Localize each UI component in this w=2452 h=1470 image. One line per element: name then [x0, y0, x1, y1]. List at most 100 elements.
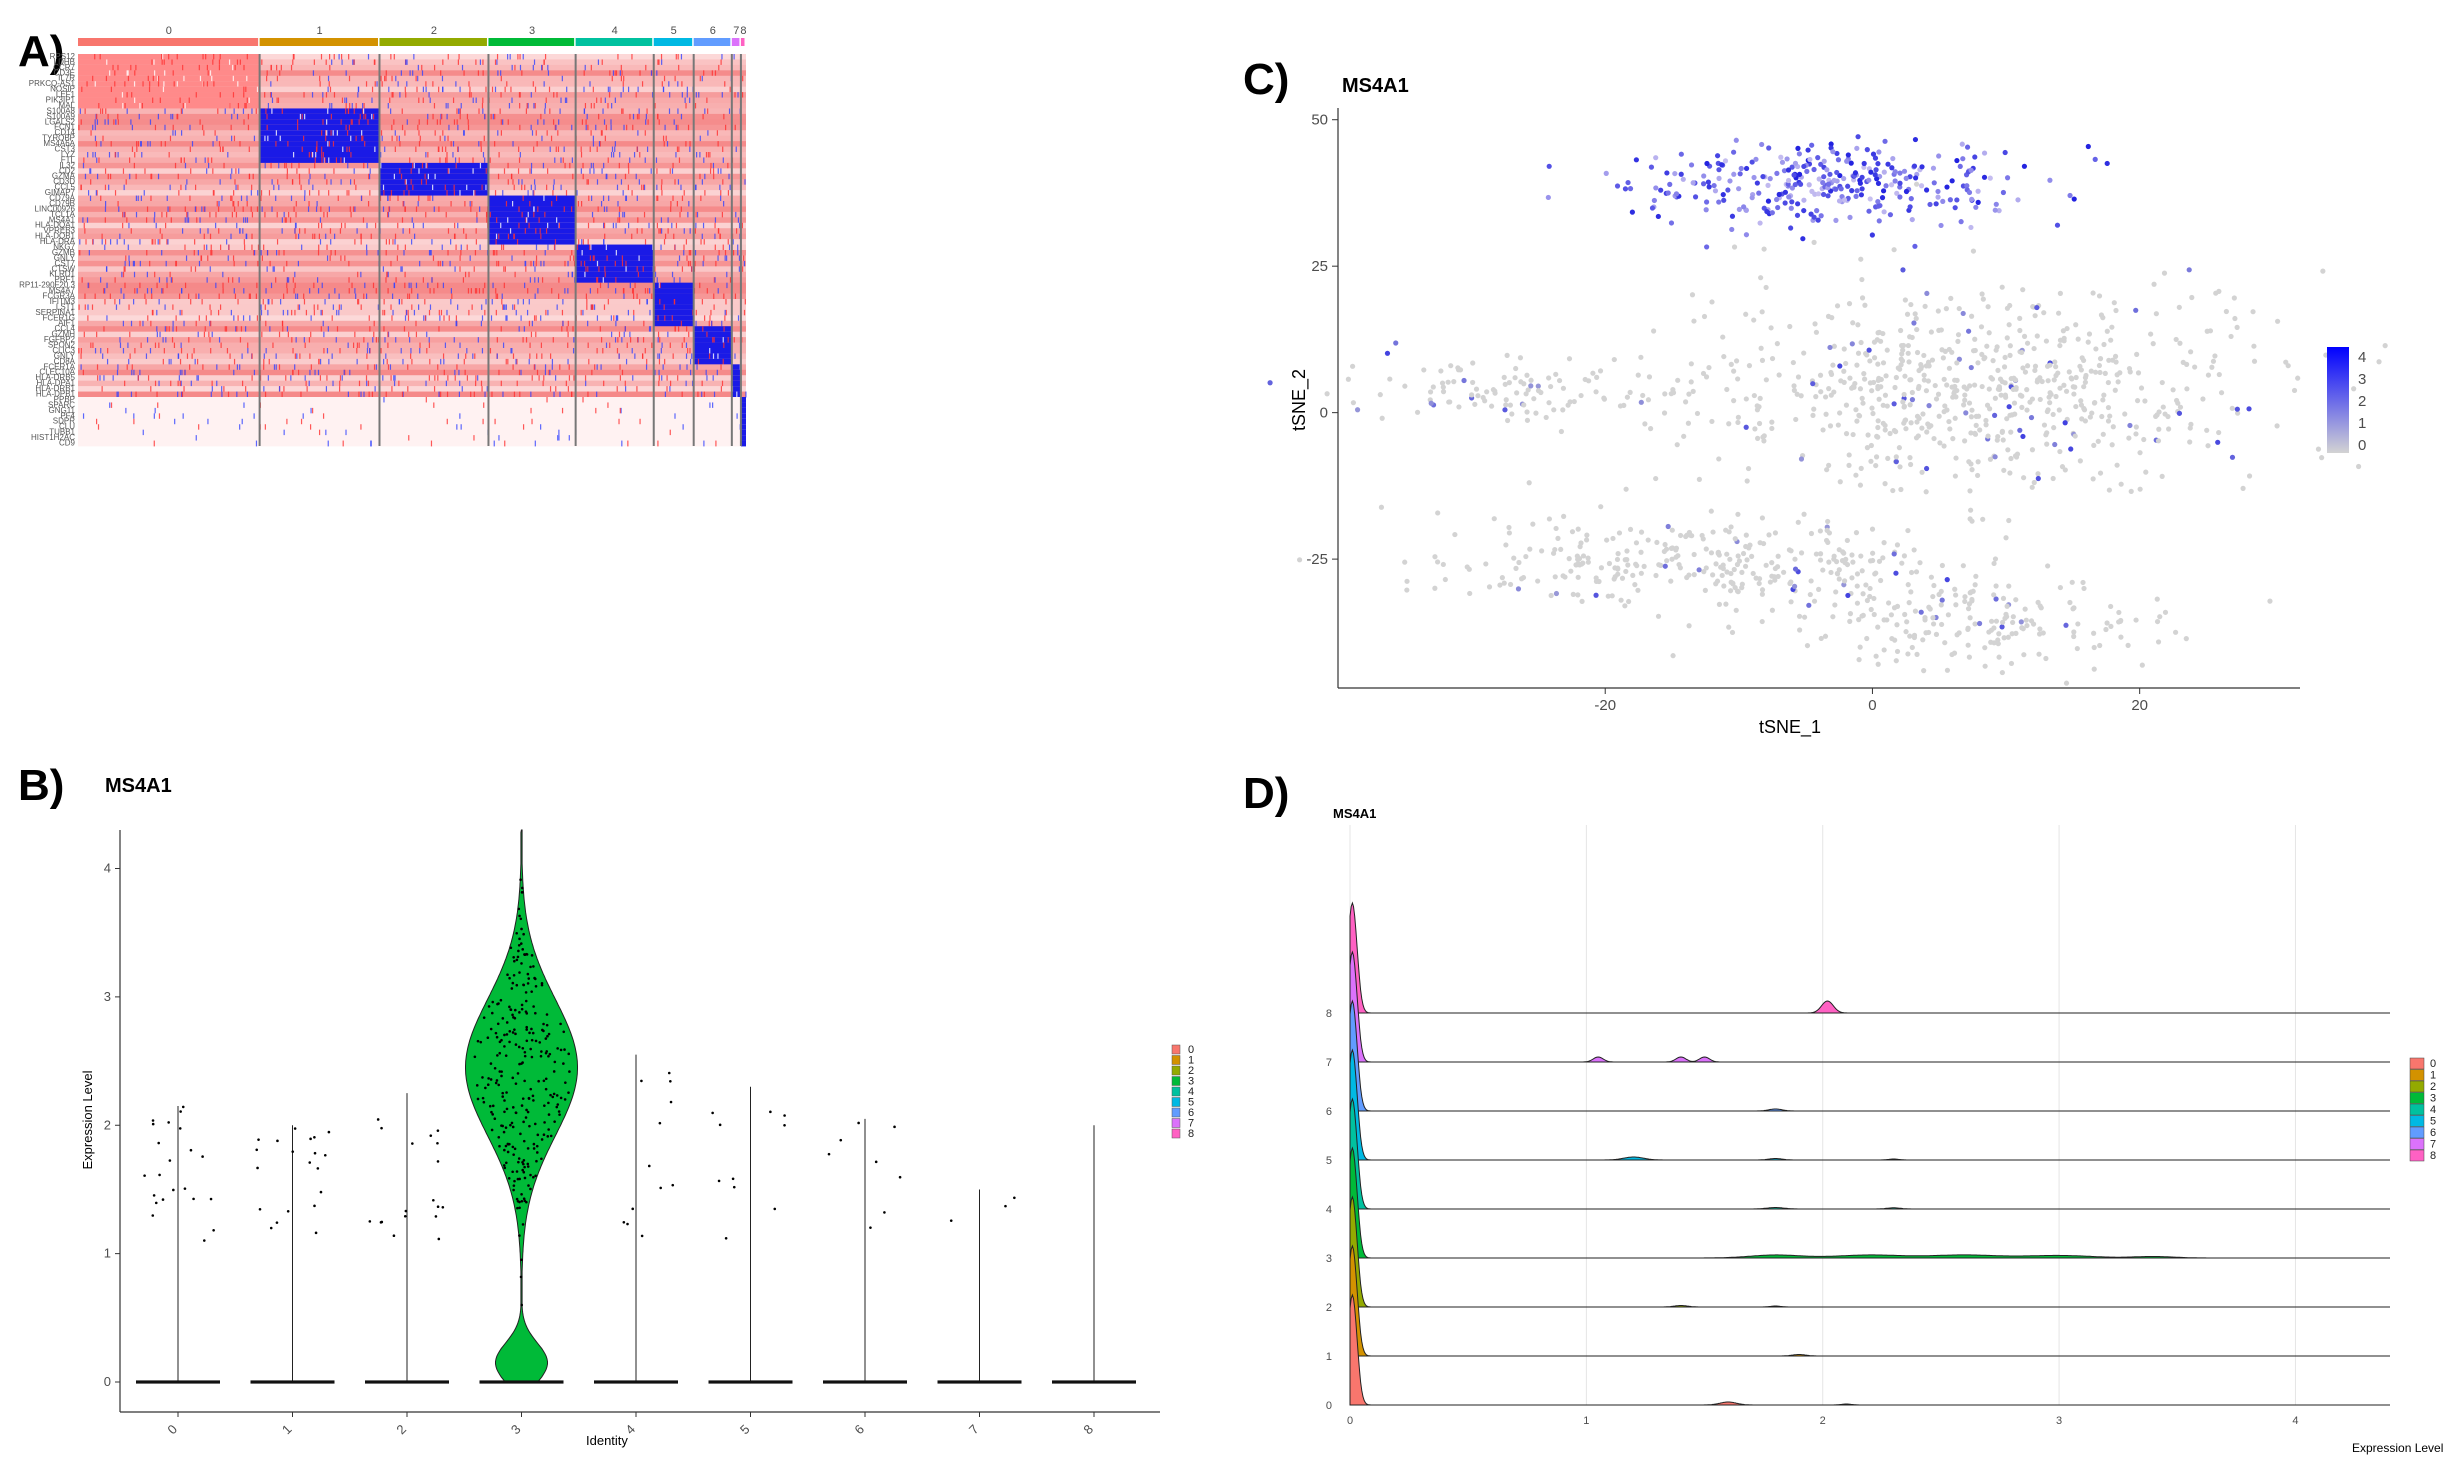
heatmap-stripe [409, 157, 411, 164]
tsne-point [1904, 311, 1911, 317]
tsne-point [1961, 384, 1967, 390]
tsne-point [1911, 320, 1917, 326]
heatmap-stripe [250, 190, 252, 196]
heatmap-stripe [131, 369, 133, 376]
heatmap-stripe [162, 337, 164, 343]
heatmap-stripe [560, 97, 562, 104]
heatmap-stripe [328, 141, 331, 147]
heatmap-stripe [460, 244, 462, 251]
heatmap-stripe [614, 70, 616, 77]
heatmap-stripe [445, 380, 447, 387]
tsne-point [1923, 489, 1929, 495]
tsne-point [1584, 532, 1590, 538]
heatmap-stripe [230, 124, 232, 131]
heatmap-stripe [723, 201, 725, 207]
heatmap-stripe [139, 369, 141, 376]
tsne-point [1873, 570, 1879, 576]
heatmap-stripe [593, 103, 595, 109]
heatmap-stripe [131, 146, 134, 153]
heatmap-stripe [135, 195, 138, 202]
tsne-point [1867, 585, 1873, 592]
heatmap-stripe [100, 277, 102, 284]
heatmap-stripe [722, 146, 724, 153]
tsne-point [2071, 633, 2077, 640]
heatmap-stripe [495, 293, 497, 300]
heatmap-stripe [523, 250, 525, 256]
heatmap-stripe [375, 222, 377, 229]
tsne-point [1435, 559, 1441, 565]
heatmap-stripe [682, 424, 684, 431]
heatmap-stripe [404, 271, 406, 278]
heatmap-stripe [533, 59, 536, 66]
tsne-point [1483, 561, 1489, 567]
heatmap-stripe [446, 391, 449, 398]
heatmap-stripe [268, 299, 270, 305]
heatmap-stripe [597, 288, 599, 294]
heatmap-stripe [121, 92, 124, 98]
violin-point [487, 1077, 490, 1080]
heatmap-stripe [340, 255, 342, 262]
tsne-point [1731, 244, 1738, 250]
heatmap-stripe [280, 64, 282, 71]
tsne-point [1743, 232, 1750, 238]
tsne-point [2057, 385, 2063, 391]
heatmap-stripe [722, 337, 724, 343]
tsne-point [2091, 400, 2098, 406]
violin-point [314, 1231, 318, 1235]
tsne-point [2054, 222, 2061, 228]
tsne-point [1858, 465, 1864, 471]
heatmap-stripe [218, 293, 220, 300]
heatmap-stripe [106, 358, 109, 365]
heatmap-stripe [675, 54, 677, 60]
heatmap-stripe [712, 402, 714, 409]
heatmap-stripe [525, 337, 528, 343]
heatmap-stripe [624, 380, 626, 387]
tsne-point [1833, 186, 1839, 192]
heatmap-stripe [376, 81, 378, 88]
heatmap-stripe [563, 146, 565, 153]
heatmap-stripe [373, 364, 376, 371]
heatmap-stripe [571, 391, 573, 398]
heatmap-stripe [576, 244, 579, 251]
tsne-point [1656, 562, 1662, 568]
heatmap-stripe [491, 299, 493, 305]
heatmap-stripe [104, 288, 106, 294]
heatmap-stripe [491, 86, 494, 93]
gene-label: HLA-DPA1 [36, 379, 75, 388]
tsne-point [2099, 413, 2105, 420]
tsne-point [1885, 161, 1891, 167]
tsne-point [1884, 347, 1890, 353]
tsne-point [1795, 201, 1801, 207]
heatmap-stripe [516, 239, 519, 245]
heatmap-stripe [495, 309, 497, 316]
heatmap-stripe [242, 108, 245, 115]
tsne-point [1716, 552, 1722, 558]
heatmap-stripe [727, 162, 729, 169]
heatmap-stripe [555, 146, 557, 153]
violin-point [489, 1062, 493, 1065]
gene-label: LDHB [54, 57, 75, 66]
heatmap-stripe [622, 190, 624, 196]
heatmap-stripe [596, 146, 598, 153]
violin-point [535, 1144, 539, 1148]
violin-point [724, 1236, 728, 1240]
violin-point [505, 1033, 509, 1036]
heatmap-stripe [675, 124, 677, 131]
tsne-point [2052, 359, 2058, 365]
heatmap-stripe [657, 331, 660, 338]
heatmap-stripe [253, 250, 256, 256]
heatmap-stripe [513, 233, 515, 240]
heatmap-stripe [130, 320, 133, 327]
heatmap-stripe [268, 190, 271, 196]
heatmap-stripe [678, 64, 680, 71]
heatmap-stripe [567, 260, 569, 267]
violin-point [491, 1000, 495, 1004]
heatmap-stripe [179, 358, 182, 365]
tsne-point [1815, 217, 1821, 223]
heatmap-stripe [388, 239, 390, 245]
heatmap-stripe [525, 217, 527, 224]
tsne-point [1873, 167, 1879, 173]
heatmap-stripe [457, 222, 459, 229]
heatmap-stripe [149, 141, 151, 147]
heatmap-stripe [300, 418, 303, 425]
